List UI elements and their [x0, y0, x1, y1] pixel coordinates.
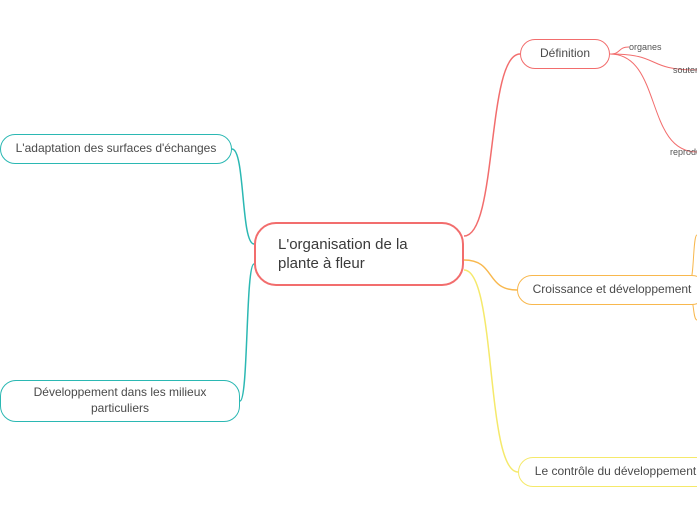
leaf-souterrains[interactable]: souterrains	[673, 65, 697, 75]
node-adaptation[interactable]: L'adaptation des surfaces d'échanges	[0, 134, 232, 164]
node-croissance[interactable]: Croissance et développement	[517, 275, 697, 305]
node-label: L'adaptation des surfaces d'échanges	[16, 141, 217, 157]
leaf-organes[interactable]: organes	[629, 42, 662, 52]
node-dev-milieux[interactable]: Développement dans les milieuxparticulie…	[0, 380, 240, 422]
node-label: Le contrôle du développement	[535, 464, 696, 480]
node-label: Définition	[540, 46, 590, 62]
root-label: L'organisation de laplante à fleur	[278, 235, 408, 274]
node-label: Croissance et développement	[533, 282, 692, 298]
node-controle[interactable]: Le contrôle du développement	[518, 457, 697, 487]
node-definition[interactable]: Définition	[520, 39, 610, 69]
node-label: Développement dans les milieuxparticulie…	[34, 385, 207, 416]
leaf-reproducteurs[interactable]: reproducteu	[670, 147, 697, 157]
root-node[interactable]: L'organisation de laplante à fleur	[254, 222, 464, 286]
mindmap-stage: { "canvas": { "width": 697, "height": 52…	[0, 0, 697, 520]
